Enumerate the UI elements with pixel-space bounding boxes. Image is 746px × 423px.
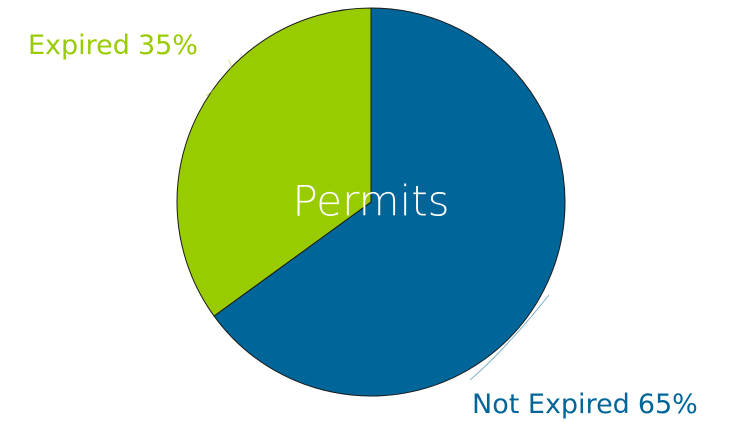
- slice-label-category: Not Expired: [472, 389, 630, 420]
- leader-line: [205, 59, 232, 97]
- slices: [176, 7, 566, 397]
- slice-label-value: 65%: [638, 389, 698, 420]
- slice-label-value: 35%: [138, 30, 198, 61]
- pie-slice: [213, 7, 566, 397]
- slice-label-category: Expired: [28, 30, 130, 61]
- leader-line: [469, 294, 550, 381]
- pie-slice: [176, 7, 372, 317]
- slice-label: Expired 35%: [28, 30, 198, 61]
- slice-label: Not Expired 65%: [472, 389, 698, 420]
- chart-title: Permits: [292, 177, 449, 226]
